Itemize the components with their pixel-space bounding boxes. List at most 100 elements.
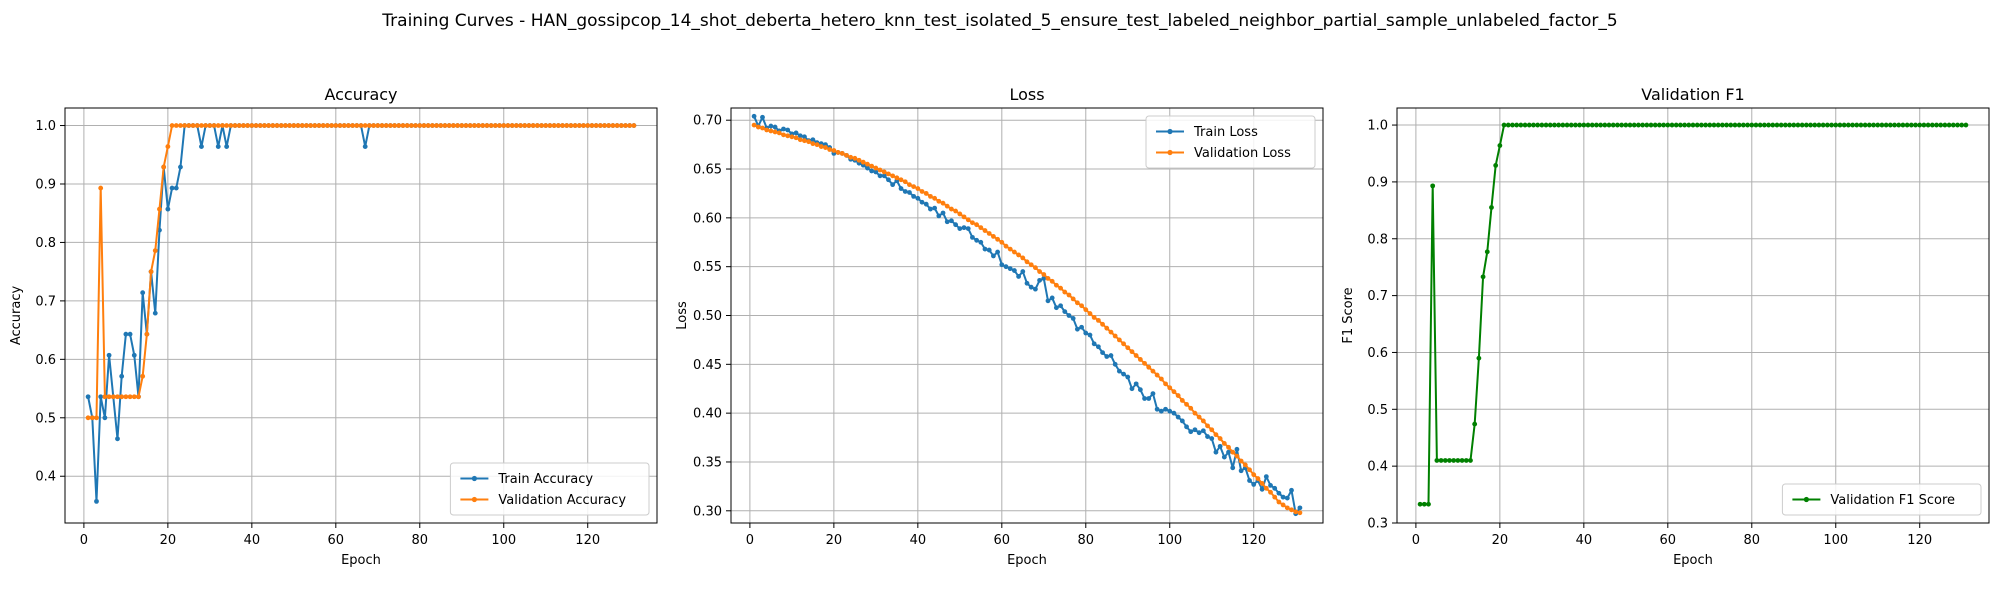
y-tick-label: 0.45 (693, 358, 722, 373)
data-point (1850, 122, 1855, 128)
data-point (1028, 262, 1034, 268)
data-point (1255, 476, 1261, 481)
data-point (476, 123, 481, 128)
data-point (1221, 441, 1227, 446)
data-point (751, 122, 757, 128)
data-point (1514, 122, 1520, 128)
data-point (1539, 122, 1545, 128)
data-point (999, 262, 1005, 268)
data-point (1430, 183, 1436, 189)
data-point (1820, 122, 1826, 128)
data-point (1263, 474, 1269, 480)
data-point (1125, 374, 1131, 380)
data-point (1652, 122, 1658, 128)
data-point (991, 253, 996, 259)
data-point (1963, 122, 1969, 128)
data-point (995, 249, 1001, 255)
data-point (1799, 122, 1805, 128)
data-point (1003, 243, 1009, 249)
data-point (1297, 510, 1303, 516)
data-point (362, 144, 368, 149)
chart-loss: 0 20 40 60 80 100 120 0.30 0.35 0.40 0.45 0.50 0.55 0… (675, 85, 1324, 568)
legend-marker (1803, 496, 1809, 503)
data-point (1053, 305, 1059, 311)
data-point (1577, 122, 1583, 128)
data-point (793, 130, 799, 136)
data-point (894, 175, 900, 181)
series-validation-loss (751, 122, 1303, 516)
data-point (1690, 122, 1696, 128)
legend-marker (471, 496, 477, 503)
data-point (978, 225, 984, 231)
data-point (1188, 405, 1194, 411)
data-point (522, 123, 528, 128)
legend-marker (1167, 128, 1173, 135)
data-point (119, 373, 125, 379)
data-point (961, 225, 967, 231)
data-point (865, 161, 870, 167)
data-point (886, 171, 891, 177)
data-point (936, 213, 942, 219)
data-point (919, 189, 925, 194)
x-tick-label: 20 (1492, 533, 1509, 548)
data-point (1648, 122, 1654, 128)
data-point (623, 123, 628, 128)
data-point (873, 169, 879, 175)
x-tick-label: 60 (328, 533, 345, 548)
data-point (207, 123, 213, 128)
data-point (823, 145, 828, 150)
data-point (1280, 502, 1286, 508)
chart-validation-f1: 0 20 40 60 80 100 120 0.3 0.4 0.5 0.6 0.7 0.8 0.9 1.0 V… (1341, 85, 1990, 568)
x-tick-label: 100 (1823, 533, 1848, 548)
data-point (1032, 286, 1038, 292)
data-point (371, 123, 376, 128)
data-point (627, 123, 633, 128)
data-point (291, 123, 297, 128)
data-point (1547, 122, 1553, 128)
axes-frame (730, 107, 1324, 524)
data-point (387, 123, 393, 128)
data-point (404, 123, 410, 128)
data-point (1724, 122, 1729, 128)
data-point (1434, 458, 1440, 463)
data-point (1184, 424, 1189, 430)
data-point (911, 184, 917, 190)
data-point (1041, 275, 1047, 281)
legend-box (1781, 483, 1982, 516)
data-point (1598, 122, 1604, 128)
data-point (1476, 355, 1482, 361)
legend-label: Train Accuracy (497, 472, 593, 487)
data-point (768, 123, 774, 129)
data-point (1686, 122, 1692, 128)
data-point (902, 189, 908, 194)
data-point (1417, 501, 1423, 507)
data-point (1707, 122, 1713, 128)
y-axis-label: Loss (675, 301, 690, 330)
data-point (949, 218, 954, 224)
data-point (1871, 122, 1876, 128)
data-point (455, 123, 460, 128)
data-point (438, 123, 444, 128)
data-point (940, 210, 946, 216)
data-point (772, 129, 778, 135)
legend: Validation F1 Score (1781, 483, 1982, 516)
data-point (1205, 434, 1210, 439)
data-point (961, 214, 967, 220)
data-point (886, 177, 891, 183)
data-point (127, 331, 133, 337)
data-point (1268, 489, 1273, 495)
data-point (585, 123, 591, 128)
data-point (1631, 122, 1637, 128)
data-point (869, 163, 875, 169)
data-point (755, 124, 761, 130)
data-point (1154, 406, 1160, 412)
data-point (329, 123, 335, 128)
data-point (1045, 298, 1051, 304)
data-point (1950, 122, 1956, 128)
data-point (1196, 414, 1202, 420)
data-point (1012, 268, 1017, 273)
data-point (1615, 122, 1620, 128)
data-point (1066, 313, 1072, 318)
data-point (1955, 122, 1960, 128)
data-point (1942, 122, 1948, 128)
